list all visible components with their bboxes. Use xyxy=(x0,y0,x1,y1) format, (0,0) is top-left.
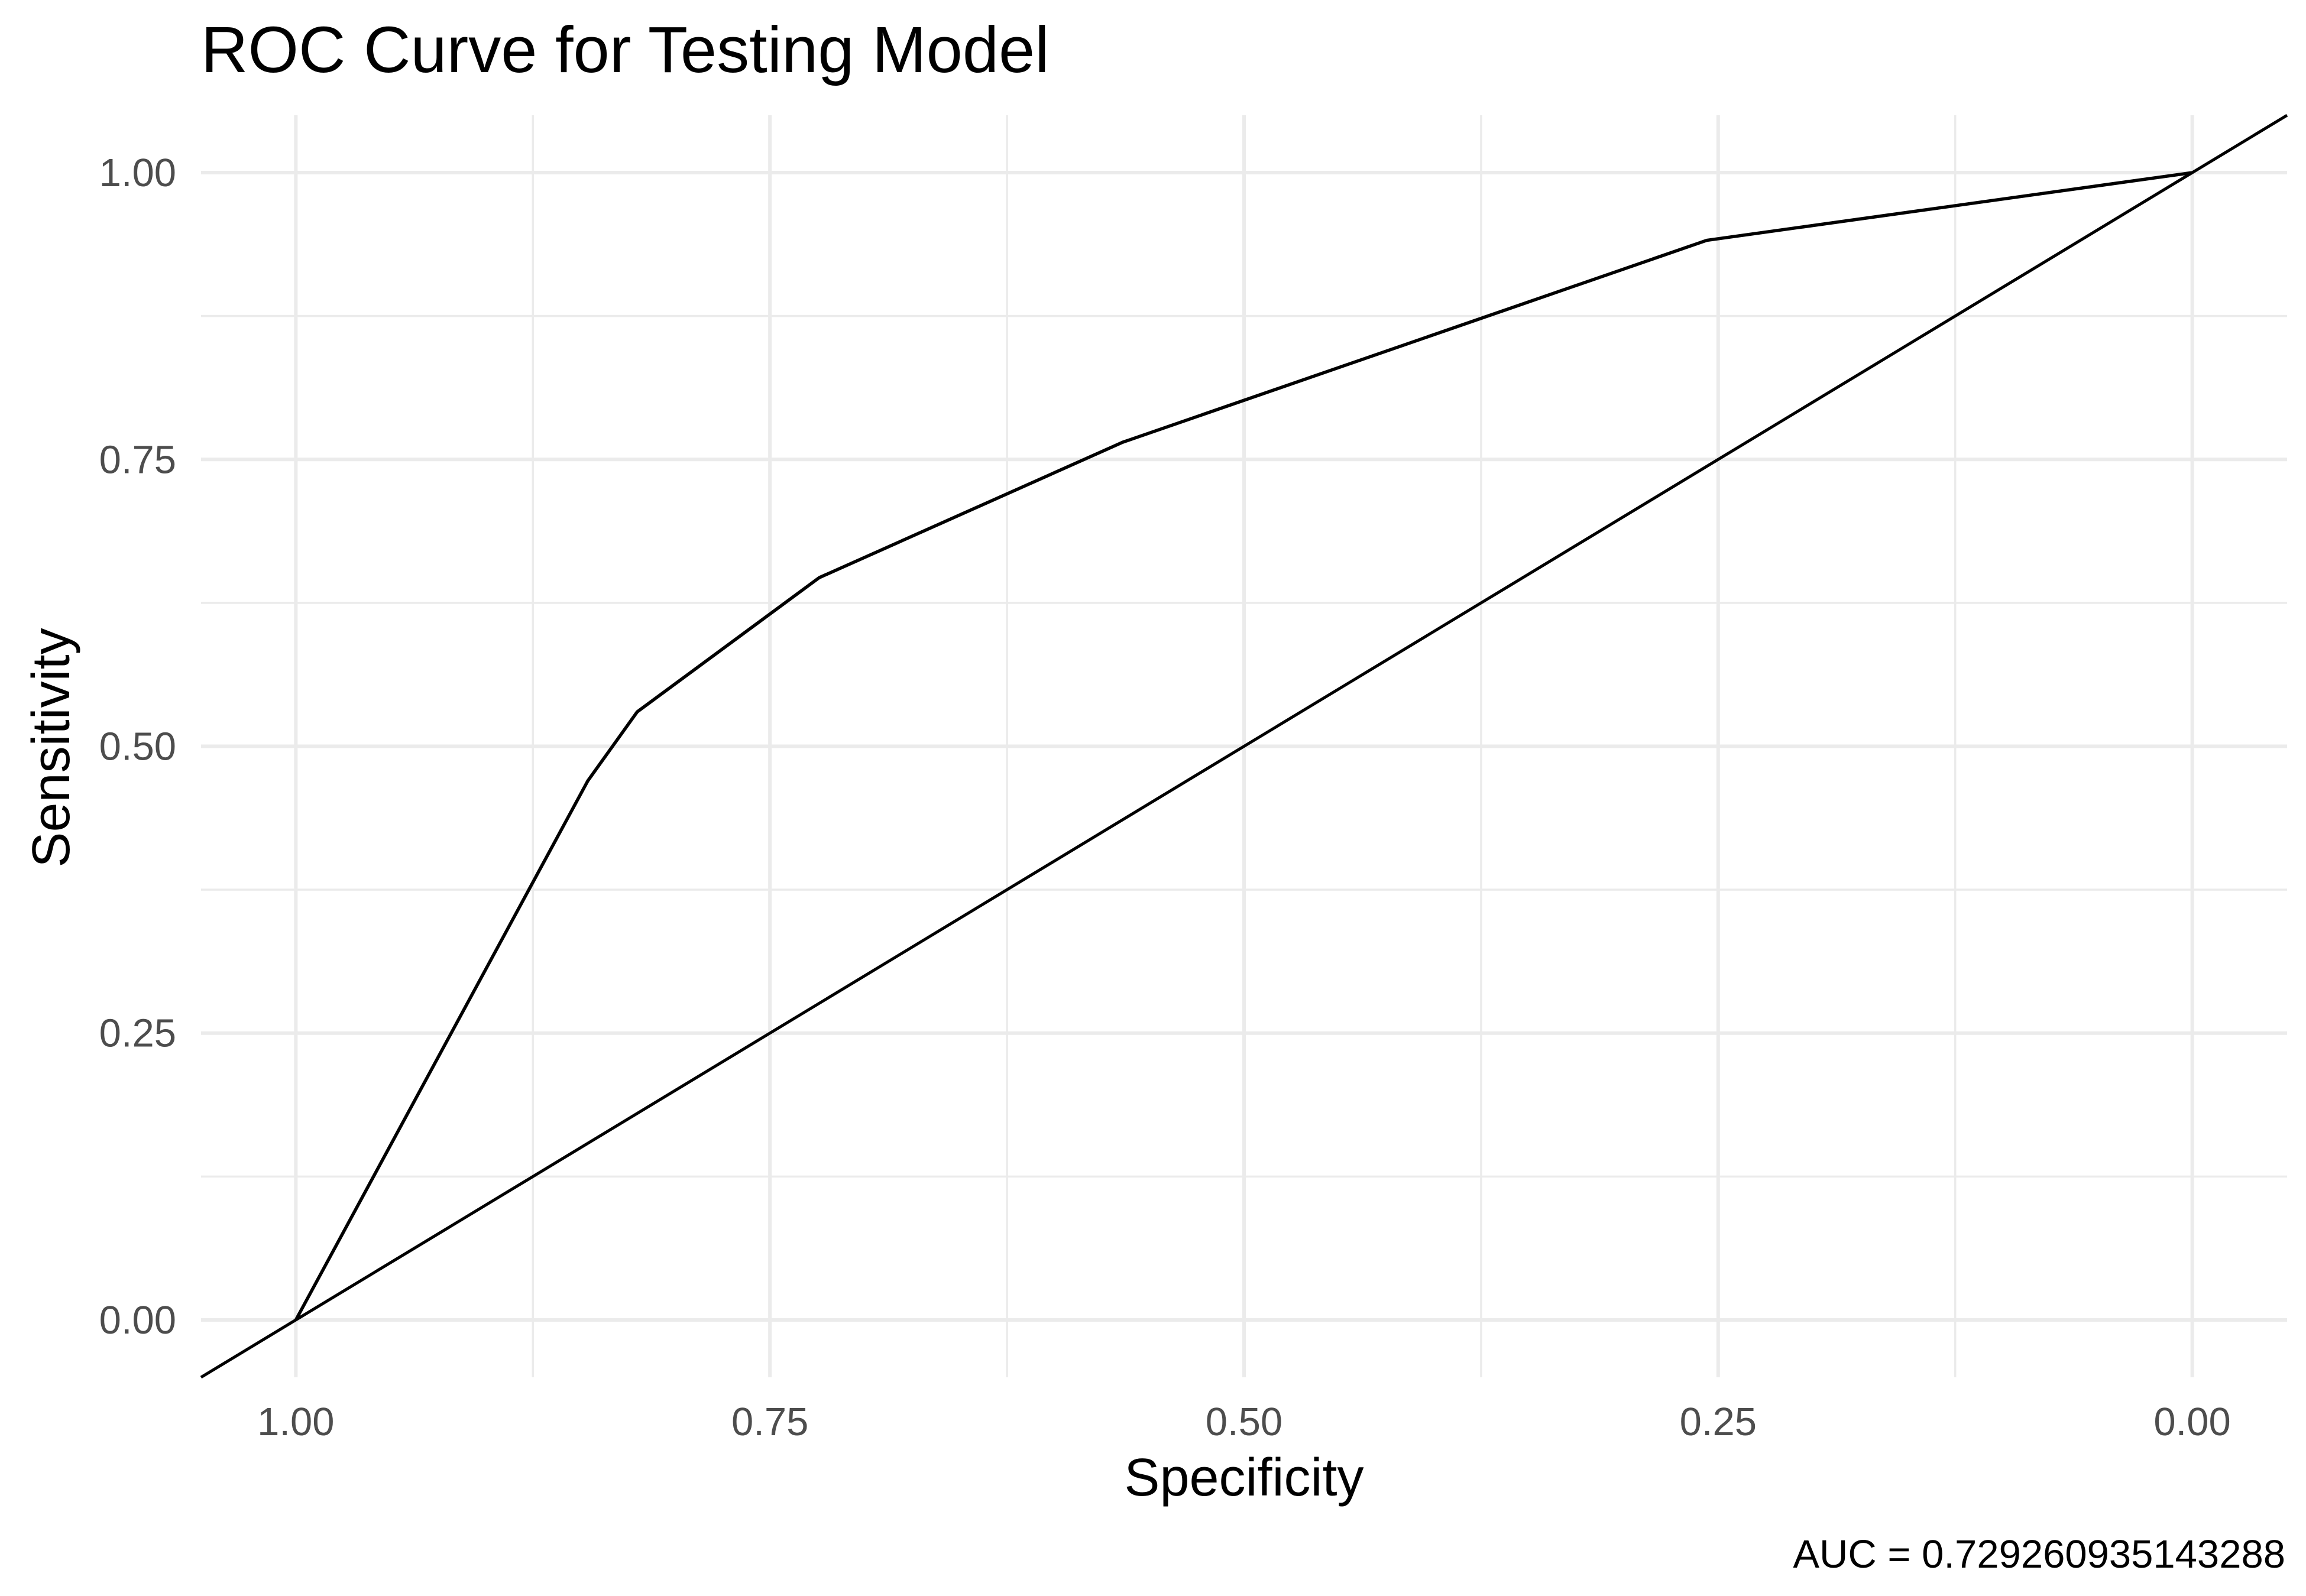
y-tick-label: 0.75 xyxy=(99,437,176,482)
reference-diagonal-line xyxy=(200,113,2288,1379)
chart-title: ROC Curve for Testing Model xyxy=(201,14,1050,86)
line-layer xyxy=(200,113,2288,1379)
y-tick-label: 1.00 xyxy=(99,151,176,195)
y-axis-title: Sensitivity xyxy=(22,628,81,867)
y-tick-label: 0.25 xyxy=(99,1011,176,1056)
auc-caption: AUC = 0.729260935143288 xyxy=(1793,1532,2285,1576)
x-tick-label: 0.75 xyxy=(731,1400,808,1444)
y-tick-label: 0.50 xyxy=(99,725,176,769)
y-tick-label: 0.00 xyxy=(99,1298,176,1342)
tick-label-layer: 1.00 0.75 0.50 0.25 0.00 0.00 0.25 0.50 0.75 1.00 xyxy=(99,151,2231,1444)
x-tick-label: 0.50 xyxy=(1206,1400,1282,1444)
roc-curve-line xyxy=(294,171,2193,1321)
grid-layer xyxy=(201,115,2287,1377)
x-tick-label: 0.00 xyxy=(2153,1400,2230,1444)
x-tick-label: 0.25 xyxy=(1680,1400,1757,1444)
x-tick-label: 1.00 xyxy=(257,1400,334,1444)
x-axis-title: Specificity xyxy=(1124,1448,1363,1507)
